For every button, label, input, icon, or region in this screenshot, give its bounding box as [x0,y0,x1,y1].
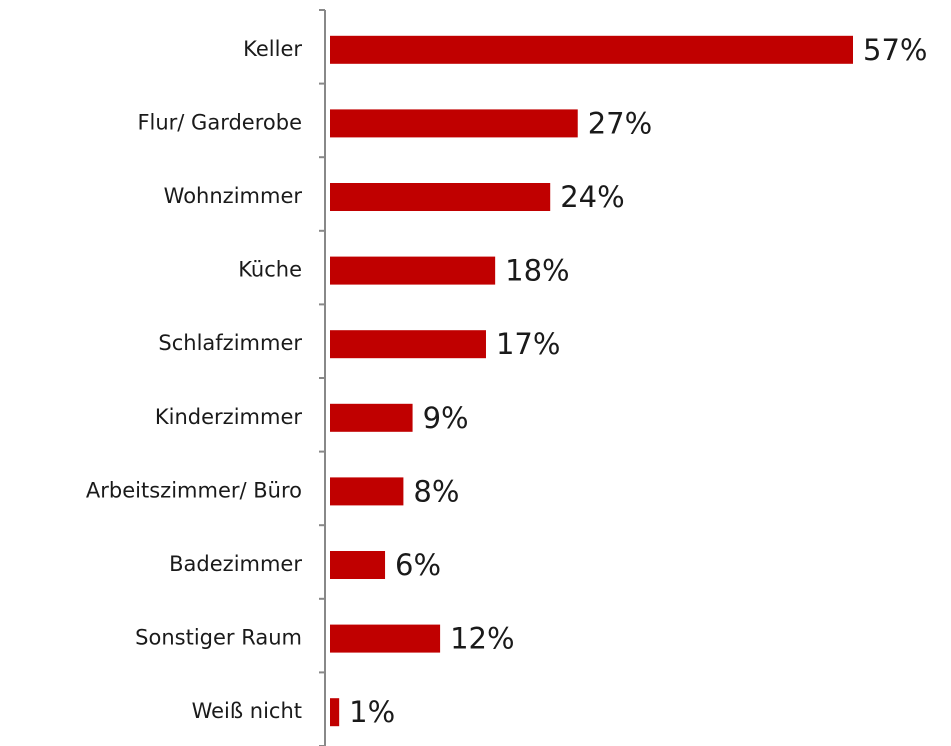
bar [330,183,551,211]
category-label: Sonstiger Raum [135,626,302,650]
bar [330,698,340,727]
bar [330,35,853,64]
value-label: 27% [588,106,652,140]
category-label: Schlafzimmer [158,331,302,355]
value-label: 57% [863,33,927,67]
value-label: 18% [505,254,569,288]
bar [330,109,578,138]
category-label: Arbeitszimmer/ Büro [86,478,302,502]
value-label: 1% [349,695,395,729]
bar [330,624,441,653]
category-label: Wohnzimmer [164,184,303,208]
category-label: Weiß nicht [192,699,302,723]
value-label: 17% [496,327,560,361]
bar [330,256,496,285]
value-label: 9% [423,401,469,435]
bar [330,551,386,579]
value-label: 12% [450,622,514,656]
category-label: Badezimmer [169,552,302,576]
bar [330,330,486,359]
value-label: 8% [413,474,459,508]
bar [330,477,404,506]
value-label: 24% [560,180,624,214]
category-label: Flur/ Garderobe [137,110,302,134]
category-label: Kinderzimmer [155,405,302,429]
bar [330,403,413,432]
value-label: 6% [395,548,441,582]
category-label: Küche [238,258,302,282]
category-label: Keller [243,37,302,61]
